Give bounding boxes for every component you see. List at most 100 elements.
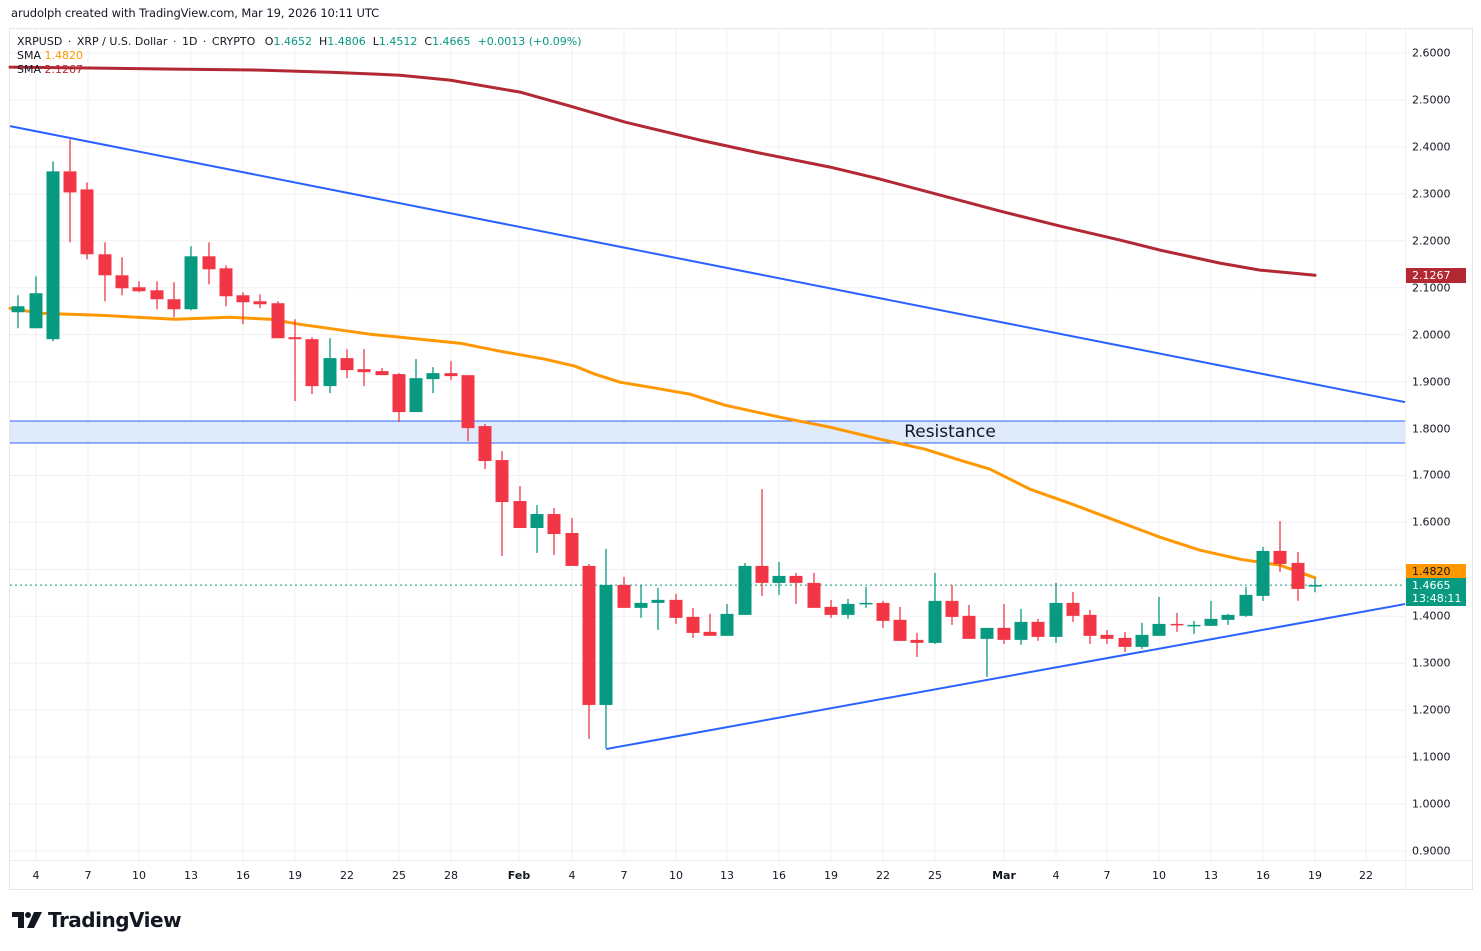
candle bbox=[1221, 613, 1235, 625]
candle bbox=[1291, 551, 1305, 601]
low-value: 1.4512 bbox=[378, 35, 418, 48]
candle bbox=[1204, 600, 1218, 626]
candle bbox=[323, 338, 337, 394]
sma-lines bbox=[8, 65, 1317, 580]
candle bbox=[720, 603, 734, 636]
candle bbox=[444, 361, 458, 381]
candle bbox=[669, 593, 683, 624]
tradingview-logo[interactable]: TradingView bbox=[12, 908, 182, 932]
price-tick: 1.2000 bbox=[1412, 703, 1451, 717]
candle bbox=[738, 562, 752, 615]
candle bbox=[789, 572, 803, 604]
date-tick: 16 bbox=[1256, 869, 1270, 882]
date-tick: Mar bbox=[992, 869, 1016, 882]
resistance-zone-band bbox=[10, 421, 1405, 443]
date-tick: 10 bbox=[1152, 869, 1166, 882]
date-tick: 16 bbox=[236, 869, 250, 882]
candle bbox=[530, 505, 544, 553]
price-tick: 2.3000 bbox=[1412, 187, 1451, 201]
ohlc-values: O1.4652 H1.4806 L1.4512 C1.4665 +0.0013 … bbox=[264, 35, 582, 48]
date-tick: 13 bbox=[1204, 869, 1218, 882]
price-tick: 1.4000 bbox=[1412, 609, 1451, 623]
price-tick: 1.0000 bbox=[1412, 797, 1451, 811]
date-tick: 7 bbox=[1103, 869, 1111, 882]
ascending-trendline bbox=[605, 603, 1406, 751]
indicator-sma-long[interactable]: SMA 2.1267 bbox=[17, 63, 83, 76]
price-tick: 1.7000 bbox=[1412, 468, 1451, 482]
candle bbox=[876, 600, 890, 628]
price-tick: 1.6000 bbox=[1412, 515, 1451, 529]
high-value: 1.4806 bbox=[327, 35, 366, 48]
resistance-zone[interactable] bbox=[10, 420, 1405, 444]
date-tick: 16 bbox=[772, 869, 786, 882]
candle bbox=[1118, 631, 1132, 652]
open-value: 1.4652 bbox=[273, 35, 312, 48]
interval: 1D bbox=[181, 35, 198, 48]
symbol-ticker: XRPUSD bbox=[17, 35, 63, 48]
price-tick: 2.6000 bbox=[1412, 46, 1451, 60]
candle bbox=[305, 337, 319, 395]
logo-text: TradingView bbox=[48, 908, 182, 932]
candle bbox=[1083, 609, 1097, 644]
candle bbox=[357, 349, 371, 387]
exchange: CRYPTO bbox=[211, 35, 256, 48]
candle bbox=[1066, 591, 1080, 622]
date-tick: 13 bbox=[720, 869, 734, 882]
price-scale-separator bbox=[1405, 29, 1406, 889]
indicator-sma-short[interactable]: SMA 1.4820 bbox=[17, 49, 84, 62]
candle bbox=[219, 265, 233, 307]
price-tick: 2.2000 bbox=[1412, 234, 1451, 248]
price-tick: 1.9000 bbox=[1412, 375, 1451, 389]
candle bbox=[634, 584, 648, 618]
trend-lines[interactable] bbox=[9, 125, 1406, 751]
candle bbox=[132, 281, 146, 293]
candle bbox=[1049, 582, 1063, 643]
candle bbox=[703, 613, 717, 636]
candle bbox=[859, 586, 873, 608]
descending-trendline bbox=[9, 125, 1406, 404]
candle bbox=[1031, 618, 1045, 641]
price-tick: 2.5000 bbox=[1412, 93, 1451, 107]
price-tick: 1.8000 bbox=[1412, 422, 1451, 436]
date-tick: 4 bbox=[32, 869, 40, 882]
candle bbox=[1014, 608, 1028, 645]
date-tick: 4 bbox=[568, 869, 576, 882]
candle bbox=[115, 257, 129, 296]
date-tick: 13 bbox=[184, 869, 198, 882]
candle bbox=[1152, 596, 1166, 636]
candle bbox=[599, 548, 613, 748]
date-tick: 19 bbox=[824, 869, 838, 882]
candle bbox=[1100, 629, 1114, 644]
symbol-row[interactable]: XRPUSD · XRP / U.S. Dollar · 1D · CRYPTO… bbox=[17, 35, 582, 48]
candle bbox=[184, 246, 198, 311]
chart-credit: arudolph created with TradingView.com, M… bbox=[11, 6, 380, 20]
sma-short-value: 1.4820 bbox=[44, 49, 84, 62]
sma-long-line bbox=[8, 65, 1317, 277]
candle bbox=[29, 276, 43, 329]
date-tick: Feb bbox=[507, 869, 531, 882]
symbol-name: XRP / U.S. Dollar bbox=[76, 35, 168, 48]
candle bbox=[409, 359, 423, 413]
candle bbox=[375, 368, 389, 376]
candlesticks bbox=[11, 139, 1322, 748]
candle bbox=[980, 627, 994, 677]
candle bbox=[910, 632, 924, 657]
candle bbox=[945, 584, 959, 625]
chart-frame bbox=[9, 28, 1473, 890]
candle bbox=[565, 518, 579, 566]
tradingview-logo-icon bbox=[12, 912, 42, 928]
candle bbox=[651, 587, 665, 630]
sma-long-price-tag: 2.1267 bbox=[1406, 267, 1466, 283]
candle bbox=[98, 242, 112, 302]
candle bbox=[340, 349, 354, 379]
candle bbox=[1308, 578, 1322, 593]
candle bbox=[1170, 612, 1184, 632]
candle bbox=[167, 282, 181, 318]
date-tick: 10 bbox=[669, 869, 683, 882]
date-tick: 4 bbox=[1052, 869, 1060, 882]
candle bbox=[202, 242, 216, 285]
date-tick: 28 bbox=[444, 869, 458, 882]
price-tick: 0.9000 bbox=[1412, 844, 1451, 858]
candle bbox=[686, 607, 700, 638]
